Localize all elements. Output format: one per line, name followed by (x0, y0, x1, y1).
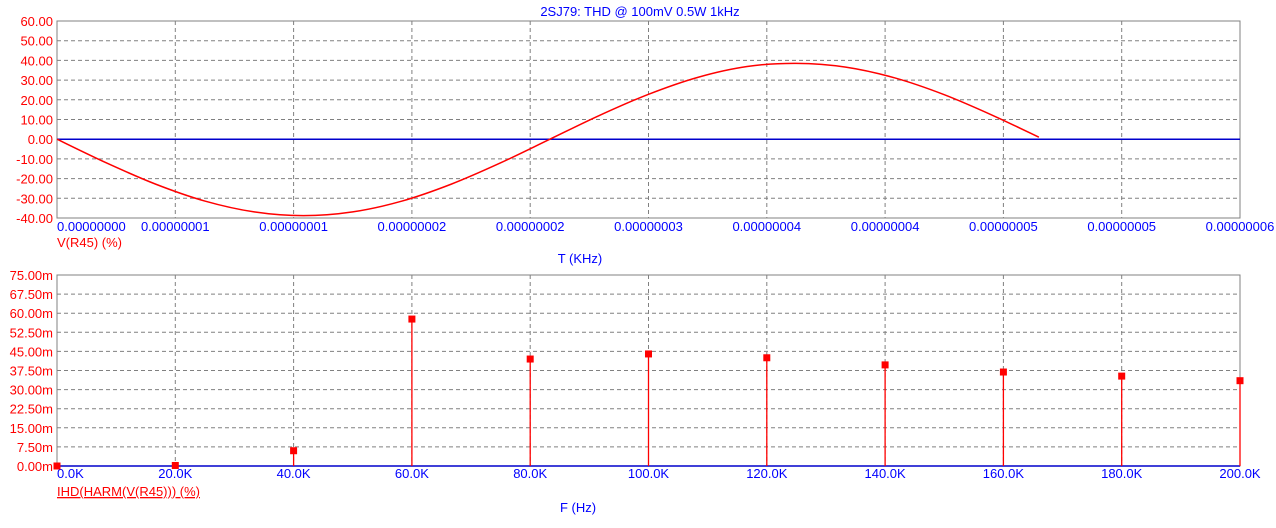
harmonic-marker (763, 354, 771, 362)
x-tick-label: 40.0K (277, 466, 311, 481)
x-tick-label: 60.0K (395, 466, 429, 481)
x-tick-label: 20.0K (158, 466, 192, 481)
y-tick-label: 22.50m (10, 402, 53, 417)
y-tick-label: 45.00m (10, 344, 53, 359)
top-ylabel: V(R45) (%) (57, 235, 122, 250)
x-tick-label: 0.00000003 (614, 219, 683, 234)
x-tick-label: 180.0K (1101, 466, 1143, 481)
bottom-xlabel: F (Hz) (560, 500, 596, 515)
x-tick-label: 120.0K (746, 466, 788, 481)
y-tick-label: -30.00 (16, 191, 53, 206)
y-tick-label: 75.00m (10, 268, 53, 283)
y-tick-label: 0.00 (28, 132, 53, 147)
harmonic-marker (881, 361, 889, 369)
x-tick-label: 0.00000006 (1206, 219, 1275, 234)
harmonic-marker (645, 350, 652, 358)
x-tick-label: 0.00000001 (259, 219, 328, 234)
x-tick-label: 0.00000005 (969, 219, 1038, 234)
time-plot: 0.00000000 0.00000001 0.00000001 0.00000002… (16, 14, 1274, 234)
harmonic-marker (1236, 377, 1244, 385)
x-tick-label: 140.0K (864, 466, 906, 481)
y-tick-label: 37.50m (10, 364, 53, 379)
y-tick-label: 30.00m (10, 383, 53, 398)
y-tick-label: -40.00 (16, 211, 53, 226)
harmonic-marker (53, 462, 61, 470)
waveform-trace (56, 62, 1040, 217)
harmonic-marker (290, 447, 298, 455)
x-tick-label: 0.0K (57, 466, 84, 481)
x-tick-label: 0.00000001 (141, 219, 210, 234)
harmonic-marker (1118, 372, 1126, 380)
x-tick-label: 160.0K (983, 466, 1025, 481)
y-tick-label: 30.00 (20, 73, 53, 88)
x-tick-label: 0.00000000 (57, 219, 126, 234)
y-tick-label: 15.00m (10, 421, 53, 436)
y-tick-label: 7.50m (17, 440, 53, 455)
harmonic-marker (526, 355, 534, 363)
x-tick-label: 0.00000004 (851, 219, 920, 234)
harmonic-marker (171, 461, 179, 469)
y-tick-label: 67.50m (10, 287, 53, 302)
y-tick-label: 60.00 (20, 14, 53, 29)
harmonic-marker (408, 315, 416, 323)
x-tick-label: 200.0K (1219, 466, 1261, 481)
y-tick-label: 60.00m (10, 306, 53, 321)
x-tick-label: 0.00000004 (732, 219, 801, 234)
chart-title: 2SJ79: THD @ 100mV 0.5W 1kHz (540, 4, 739, 19)
y-tick-label: 40.00 (20, 53, 53, 68)
x-tick-label: 80.0K (513, 466, 547, 481)
plot-frame (56, 20, 1241, 219)
y-tick-label: 20.00 (20, 93, 53, 108)
x-tick-label: 0.00000002 (378, 219, 447, 234)
harmonics-plot: 0.0K 20.0K 40.0K 60.0K 80.0K 100.0K 120.0K 140.… (10, 268, 1261, 481)
y-tick-label: -10.00 (16, 152, 53, 167)
y-tick-label: 50.00 (20, 34, 53, 49)
top-xlabel: T (KHz) (558, 251, 603, 266)
y-tick-label: 10.00 (20, 113, 53, 128)
bottom-ylabel: IHD(HARM(V(R45))) (%) (57, 484, 200, 499)
x-tick-label: 100.0K (628, 466, 670, 481)
y-tick-label: -20.00 (16, 172, 53, 187)
x-tick-label: 0.00000005 (1087, 219, 1156, 234)
y-tick-label: 0.00m (17, 459, 53, 474)
y-tick-label: 52.50m (10, 325, 53, 340)
x-tick-label: 0.00000002 (496, 219, 565, 234)
harmonic-marker (999, 368, 1007, 376)
